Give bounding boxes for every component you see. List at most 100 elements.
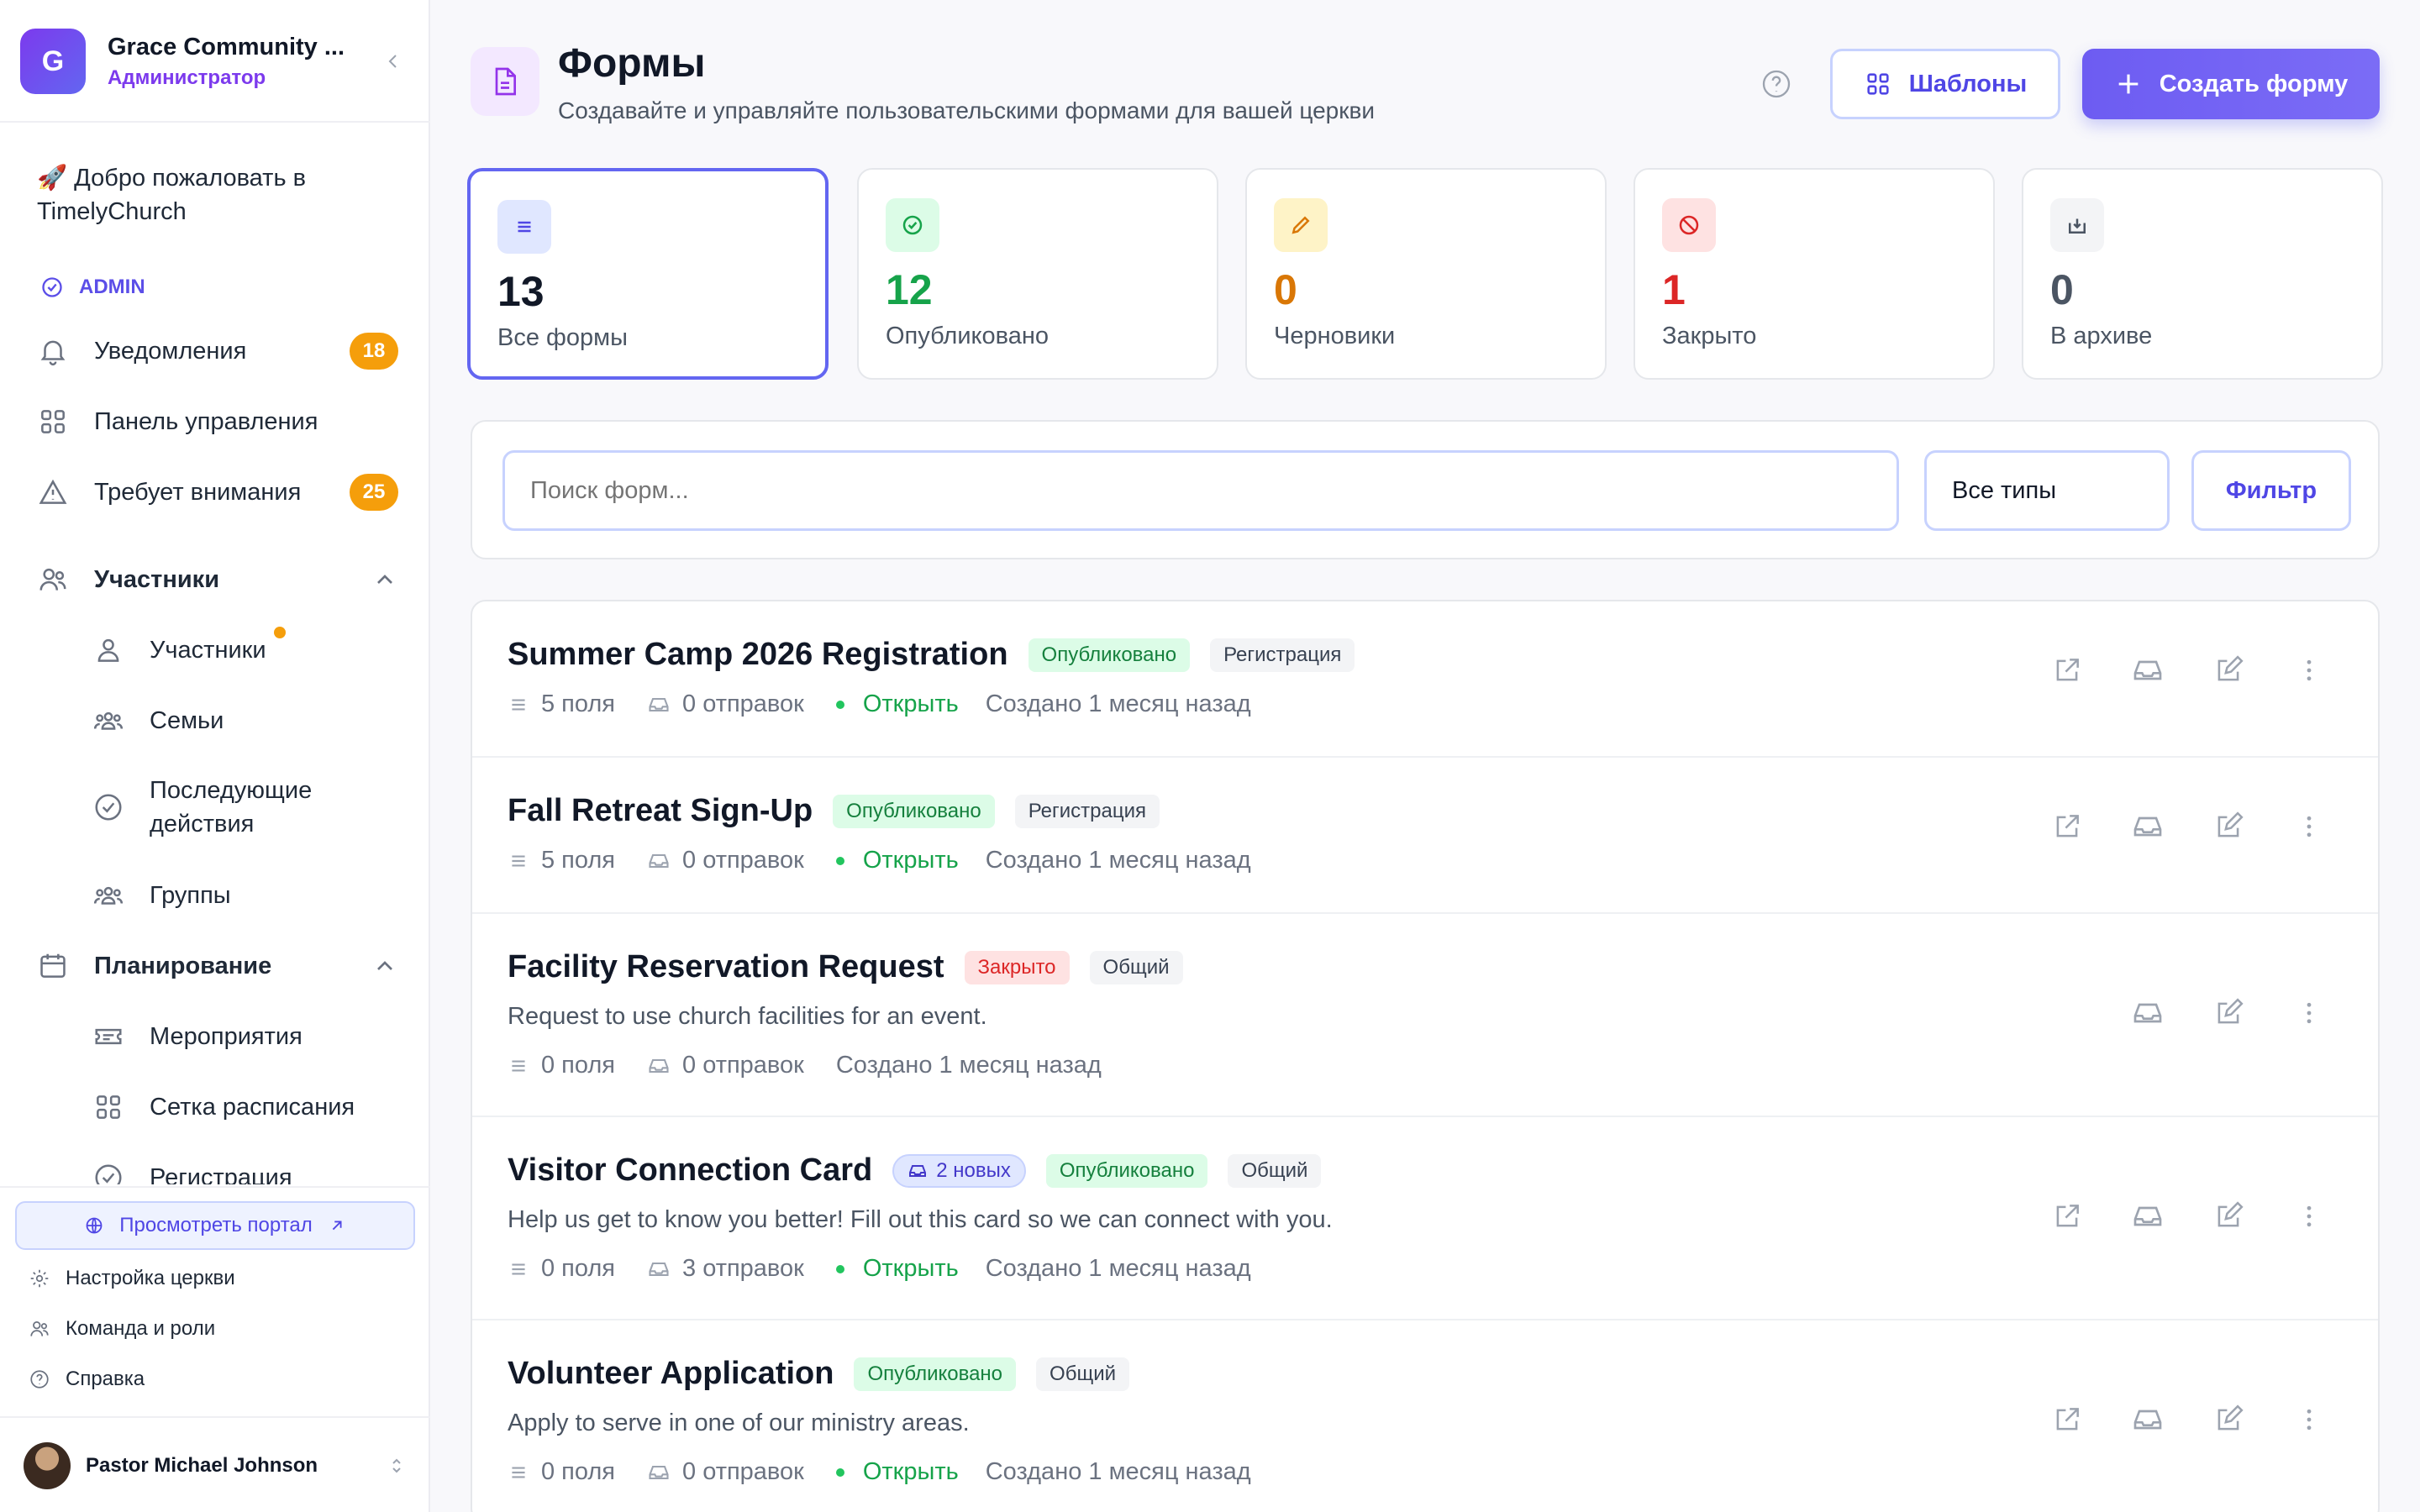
help-label: Справка <box>66 1368 145 1390</box>
family-icon <box>93 711 124 730</box>
stat-value: 12 <box>886 266 933 313</box>
sidebar-item-dashboard[interactable]: Панель управления <box>37 396 398 447</box>
forms-list: Summer Camp 2026 Registration Опубликова… <box>471 600 2380 1512</box>
open-external-icon[interactable] <box>2047 1196 2087 1236</box>
inbox-icon[interactable] <box>2128 993 2168 1033</box>
welcome-message[interactable]: 🚀 Добро пожаловать в TimelyChurch <box>37 165 307 225</box>
open-external-icon[interactable] <box>2047 806 2087 847</box>
sidebar-item-schedule[interactable]: Сетка расписания <box>92 1082 398 1132</box>
templates-button[interactable]: Шаблоны <box>1830 49 2060 119</box>
table-row[interactable]: Facility Reservation Request Закрыто Общ… <box>472 914 2378 1117</box>
sidebar-item-help[interactable]: Справка <box>29 1361 145 1398</box>
org-switcher[interactable]: G Grace Community ... Администратор <box>20 24 410 99</box>
open-external-icon[interactable] <box>2047 1399 2087 1440</box>
sidebar-item-groups[interactable]: Группы <box>92 870 398 921</box>
form-title-line: Fall Retreat Sign-Up Опубликовано Регист… <box>508 793 1180 829</box>
search-input[interactable] <box>502 450 1899 531</box>
submissions-count: 3 отправок <box>647 1255 804 1283</box>
inbox-icon <box>649 1058 669 1073</box>
edit-icon[interactable] <box>2208 1196 2249 1236</box>
inbox-icon[interactable] <box>2128 650 2168 690</box>
sidebar-section-members[interactable]: Участники <box>37 554 398 605</box>
more-vertical-icon[interactable] <box>2289 1196 2329 1236</box>
table-row[interactable]: Volunteer Application Опубликовано Общий… <box>472 1320 2378 1512</box>
submissions-count: 0 отправок <box>647 847 804 874</box>
members-notification-dot <box>274 627 286 638</box>
type-select[interactable]: Все типы <box>1924 450 2170 531</box>
gear-icon <box>30 1269 49 1288</box>
created-date: Создано 1 месяц назад <box>985 1255 1251 1282</box>
edit-icon[interactable] <box>2208 650 2249 690</box>
form-title[interactable]: Visitor Connection Card <box>508 1152 873 1188</box>
stat-card-published[interactable]: 12 Опубликовано <box>857 168 1218 380</box>
sidebar-item-followups[interactable]: Последующие действия <box>92 769 398 845</box>
filter-button[interactable]: Фильтр <box>2191 450 2351 531</box>
table-row[interactable]: Fall Retreat Sign-Up Опубликовано Регист… <box>472 758 2378 914</box>
page-subtitle: Создавайте и управляйте пользовательским… <box>558 97 1376 123</box>
user-menu[interactable]: Pastor Michael Johnson <box>24 1438 407 1494</box>
sidebar-item-label: Сетка расписания <box>150 1093 355 1121</box>
sidebar-item-label: Последующие действия <box>150 777 313 837</box>
inbox-icon[interactable] <box>2128 1399 2168 1440</box>
collapse-sidebar-icon[interactable] <box>376 45 410 78</box>
open-text: Открыть <box>862 1255 959 1282</box>
fields-text: 5 поля <box>541 690 616 717</box>
stat-label: Черновики <box>1274 323 1396 349</box>
form-description: Apply to serve in one of our ministry ar… <box>508 1410 970 1436</box>
open-text: Открыть <box>862 690 959 717</box>
created-date: Создано 1 месяц назад <box>985 690 1251 717</box>
inbox-icon[interactable] <box>2128 806 2168 847</box>
more-vertical-icon[interactable] <box>2289 806 2329 847</box>
sidebar-item-families[interactable]: Семьи <box>92 696 398 746</box>
more-vertical-icon[interactable] <box>2289 1399 2329 1440</box>
form-title-line: Summer Camp 2026 Registration Опубликова… <box>508 637 1375 673</box>
table-row[interactable]: Visitor Connection Card 2 новых Опублико… <box>472 1117 2378 1320</box>
new-submissions-badge[interactable]: 2 новых <box>892 1153 1026 1188</box>
more-vertical-icon[interactable] <box>2289 993 2329 1033</box>
table-row[interactable]: Summer Camp 2026 Registration Опубликова… <box>472 601 2378 758</box>
inbox-icon[interactable] <box>2128 1196 2168 1236</box>
stat-card-drafts[interactable]: 0 Черновики <box>1245 168 1607 380</box>
edit-icon[interactable] <box>2208 806 2249 847</box>
ban-icon <box>1662 198 1716 252</box>
view-portal-button[interactable]: Просмотреть портал <box>15 1201 415 1250</box>
sidebar-item-attention[interactable]: Требует внимания 25 <box>37 467 398 517</box>
row-actions <box>2047 806 2378 847</box>
globe-icon <box>86 1217 103 1234</box>
edit-icon[interactable] <box>2208 993 2249 1033</box>
list-icon <box>512 1467 525 1478</box>
help-icon[interactable] <box>1760 67 1793 105</box>
sidebar-item-events[interactable]: Мероприятия <box>92 1011 398 1062</box>
stat-label: Закрыто <box>1662 323 1757 349</box>
list-icon <box>512 1060 525 1071</box>
edit-icon[interactable] <box>2208 1399 2249 1440</box>
stat-card-all[interactable]: 13 Все формы <box>467 168 829 380</box>
form-meta: 5 поля 0 отправок Открыть Создано 1 меся… <box>508 847 1251 874</box>
more-vertical-icon[interactable] <box>2289 650 2329 690</box>
form-title[interactable]: Volunteer Application <box>508 1356 834 1391</box>
chevron-up-icon[interactable] <box>371 953 398 979</box>
sidebar-section-planning[interactable]: Планирование <box>37 941 398 991</box>
category-badge: Общий <box>1228 1153 1322 1188</box>
stat-label: В архиве <box>2050 323 2153 349</box>
sidebar-item-team-roles[interactable]: Команда и роли <box>29 1310 215 1347</box>
sidebar-item-registration[interactable]: Регистрация <box>92 1152 398 1184</box>
submissions-count: 0 отправок <box>647 1052 804 1079</box>
sidebar-item-church-settings[interactable]: Настройка церкви <box>29 1260 235 1297</box>
stat-card-closed[interactable]: 1 Закрыто <box>1634 168 1995 380</box>
open-external-icon[interactable] <box>2047 650 2087 690</box>
page-title: Формы <box>558 41 706 86</box>
form-title[interactable]: Facility Reservation Request <box>508 949 944 984</box>
form-title[interactable]: Summer Camp 2026 Registration <box>508 637 1008 672</box>
submissions-text: 0 отправок <box>682 1458 804 1485</box>
form-title[interactable]: Fall Retreat Sign-Up <box>508 793 813 828</box>
submissions-text: 0 отправок <box>682 847 804 874</box>
bell-icon <box>40 340 66 366</box>
category-badge: Регистрация <box>1014 794 1160 828</box>
sidebar-item-members[interactable]: Участники <box>92 625 398 675</box>
chevron-up-icon[interactable] <box>371 566 398 593</box>
notifications-badge: 18 <box>350 333 398 370</box>
stat-card-archived[interactable]: 0 В архиве <box>2022 168 2383 380</box>
create-form-button[interactable]: Создать форму <box>2082 49 2380 119</box>
sidebar-item-notifications[interactable]: Уведомления 18 <box>37 326 398 376</box>
